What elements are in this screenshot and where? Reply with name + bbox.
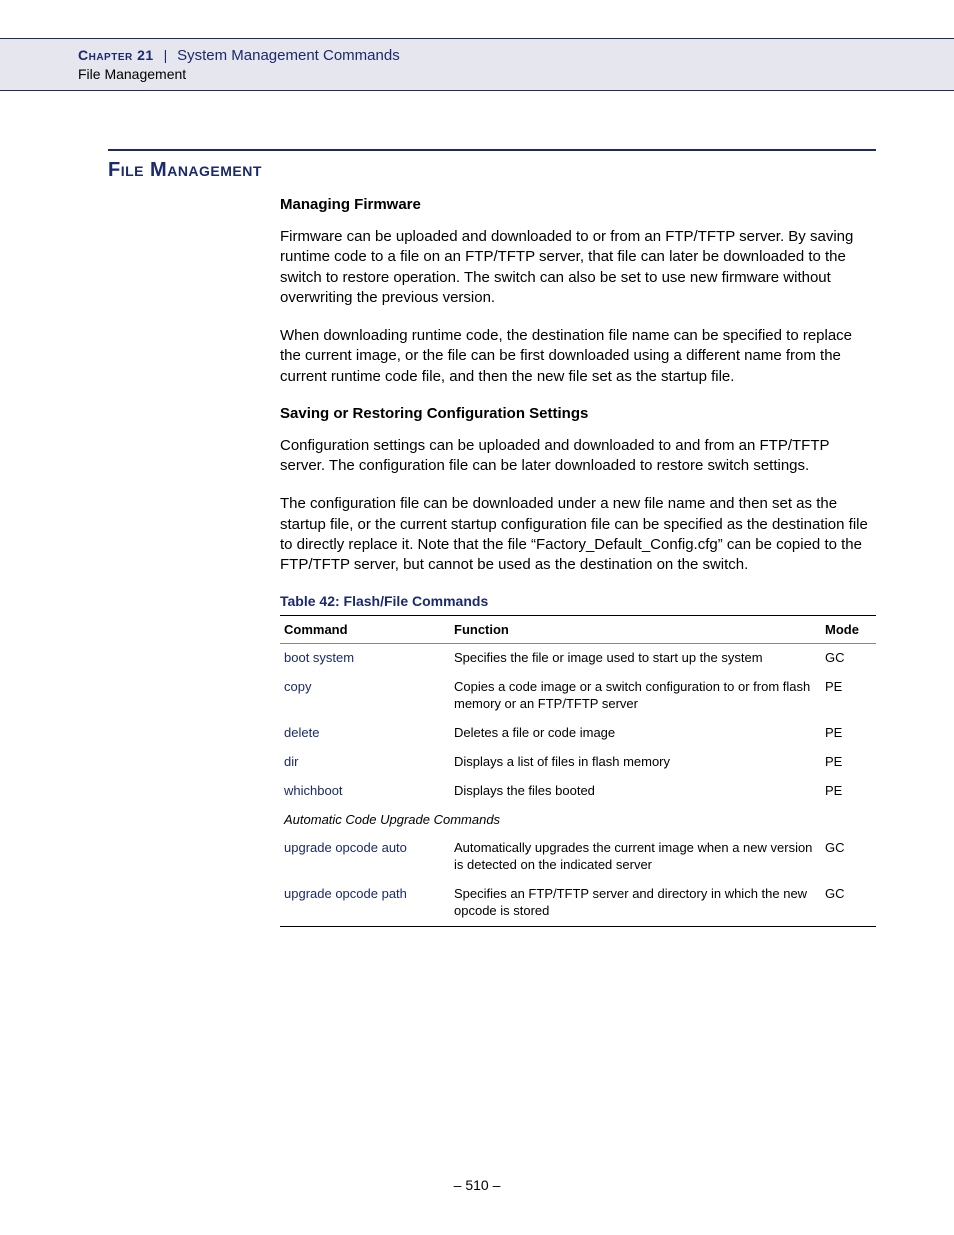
section-heading: File Management	[108, 159, 876, 182]
cmd-link[interactable]: upgrade opcode path	[280, 880, 450, 926]
table-row: upgrade opcode path Specifies an FTP/TFT…	[280, 880, 876, 926]
cmd-func: Displays a list of files in flash memory	[450, 748, 821, 777]
table-row: boot system Specifies the file or image …	[280, 644, 876, 673]
cmd-func: Copies a code image or a switch configur…	[450, 673, 821, 719]
paragraph: Configuration settings can be uploaded a…	[280, 436, 876, 477]
page-header: Chapter 21 | System Management Commands …	[0, 38, 954, 91]
page-number: – 510 –	[0, 1177, 954, 1193]
table-subgroup: Automatic Code Upgrade Commands	[280, 806, 876, 835]
cmd-mode: GC	[821, 880, 876, 926]
header-subsection: File Management	[78, 66, 954, 82]
cmd-func: Displays the files booted	[450, 777, 821, 806]
paragraph: When downloading runtime code, the desti…	[280, 326, 876, 387]
table-row: upgrade opcode auto Automatically upgrad…	[280, 834, 876, 880]
cmd-link[interactable]: copy	[280, 673, 450, 719]
cmd-mode: PE	[821, 719, 876, 748]
paragraph: Firmware can be uploaded and downloaded …	[280, 227, 876, 308]
table-caption: Table 42: Flash/File Commands	[280, 593, 876, 609]
table-row: whichboot Displays the files booted PE	[280, 777, 876, 806]
subgroup-label: Automatic Code Upgrade Commands	[280, 806, 876, 835]
subheading-config-settings: Saving or Restoring Configuration Settin…	[280, 405, 876, 422]
cmd-func: Specifies an FTP/TFTP server and directo…	[450, 880, 821, 926]
paragraph: The configuration file can be downloaded…	[280, 494, 876, 575]
cmd-link[interactable]: delete	[280, 719, 450, 748]
page-content: File Management Managing Firmware Firmwa…	[108, 149, 876, 927]
cmd-link[interactable]: whichboot	[280, 777, 450, 806]
cmd-mode: GC	[821, 834, 876, 880]
col-header-command: Command	[280, 616, 450, 644]
cmd-mode: GC	[821, 644, 876, 673]
table-header-row: Command Function Mode	[280, 616, 876, 644]
body-block: Managing Firmware Firmware can be upload…	[280, 196, 876, 927]
cmd-link[interactable]: dir	[280, 748, 450, 777]
chapter-title: System Management Commands	[177, 47, 400, 64]
separator: |	[164, 47, 168, 63]
section-rule	[108, 149, 876, 151]
cmd-link[interactable]: upgrade opcode auto	[280, 834, 450, 880]
table-row: delete Deletes a file or code image PE	[280, 719, 876, 748]
col-header-mode: Mode	[821, 616, 876, 644]
cmd-mode: PE	[821, 777, 876, 806]
cmd-link[interactable]: boot system	[280, 644, 450, 673]
chapter-label: Chapter 21	[78, 47, 154, 63]
cmd-func: Deletes a file or code image	[450, 719, 821, 748]
table-row: dir Displays a list of files in flash me…	[280, 748, 876, 777]
col-header-function: Function	[450, 616, 821, 644]
cmd-func: Specifies the file or image used to star…	[450, 644, 821, 673]
commands-table: Command Function Mode boot system Specif…	[280, 615, 876, 927]
subheading-managing-firmware: Managing Firmware	[280, 196, 876, 213]
cmd-mode: PE	[821, 673, 876, 719]
cmd-mode: PE	[821, 748, 876, 777]
cmd-func: Automatically upgrades the current image…	[450, 834, 821, 880]
table-row: copy Copies a code image or a switch con…	[280, 673, 876, 719]
